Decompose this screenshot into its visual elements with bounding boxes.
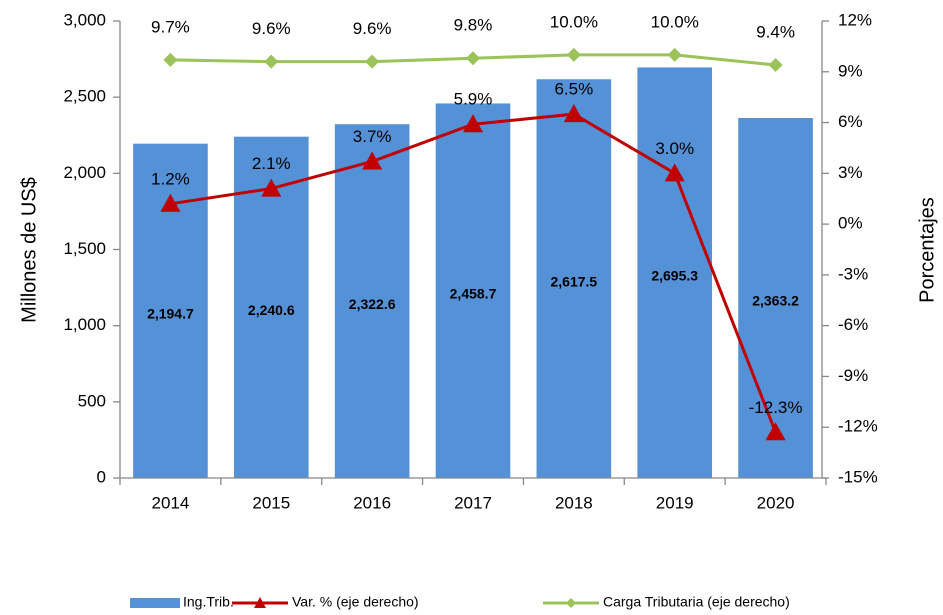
- point: [463, 114, 483, 133]
- y2-tick-label: -9%: [838, 366, 868, 385]
- y-tick-label: 3,000: [63, 10, 106, 29]
- bar-value-label: 2,322.6: [349, 296, 396, 312]
- x-tick-label: 2017: [454, 493, 492, 512]
- point: [768, 58, 783, 73]
- point: [563, 104, 584, 123]
- point-value-label: 9.4%: [756, 22, 795, 41]
- point: [365, 54, 380, 69]
- y-tick-label: 1,500: [63, 239, 106, 258]
- y2-tick-label: 12%: [838, 10, 872, 29]
- x-tick-label: 2015: [252, 493, 290, 512]
- bar: [738, 118, 813, 479]
- y-tick-label: 0: [97, 467, 106, 486]
- bar-value-label: 2,240.6: [248, 302, 295, 318]
- legend-label: Var. % (eje derecho): [292, 594, 419, 610]
- point-value-label: 9.8%: [454, 16, 493, 35]
- y2-tick-label: -15%: [838, 467, 878, 486]
- y2-tick-label: -12%: [838, 417, 878, 436]
- x-tick-label: 2018: [555, 493, 593, 512]
- y2-axis-title: Porcentajes: [916, 197, 938, 303]
- legend-marker: [254, 597, 266, 608]
- legend-marker: [566, 598, 576, 608]
- point: [466, 51, 480, 66]
- point: [566, 47, 581, 62]
- point-value-label: 6.5%: [554, 80, 593, 99]
- bar: [435, 103, 511, 478]
- point-value-label: 3.7%: [353, 127, 392, 146]
- point-value-label: 9.6%: [353, 19, 392, 38]
- y2-tick-label: 9%: [838, 61, 863, 80]
- point-value-label: 1.2%: [151, 169, 190, 188]
- point-value-label: 10.0%: [550, 12, 598, 31]
- point: [664, 163, 685, 182]
- point: [667, 47, 682, 62]
- point: [163, 52, 178, 67]
- x-tick-label: 2014: [152, 493, 190, 512]
- point-value-label: 2.1%: [252, 154, 291, 173]
- point-value-label: -12.3%: [749, 398, 803, 417]
- x-tick-label: 2016: [353, 493, 391, 512]
- y2-tick-label: 3%: [838, 163, 863, 182]
- point: [362, 151, 383, 170]
- point: [765, 422, 786, 441]
- legend-swatch: [130, 598, 180, 608]
- legend-label: Carga Tributaria (eje derecho): [603, 594, 790, 610]
- bar-value-label: 2,194.7: [147, 306, 194, 322]
- point: [264, 54, 279, 69]
- x-tick-label: 2020: [757, 493, 795, 512]
- bar-value-label: 2,695.3: [651, 267, 698, 283]
- y2-tick-label: -6%: [838, 315, 868, 334]
- y-axis-title: Millones de US$: [18, 177, 40, 323]
- point-value-label: 5.9%: [454, 90, 493, 109]
- y-tick-label: 1,000: [63, 315, 106, 334]
- bar-value-label: 2,458.7: [450, 285, 497, 301]
- legend-label: Ing.Trib.: [183, 594, 234, 610]
- x-tick-label: 2019: [656, 493, 694, 512]
- y2-tick-label: -3%: [838, 264, 868, 283]
- bar: [536, 79, 612, 478]
- bar: [334, 124, 410, 478]
- y2-tick-label: 0%: [838, 214, 863, 233]
- point-value-label: 9.6%: [252, 19, 291, 38]
- point-value-label: 9.7%: [151, 17, 190, 36]
- point: [160, 193, 181, 212]
- y-tick-label: 2,000: [63, 163, 106, 182]
- y-tick-label: 2,500: [63, 87, 106, 106]
- y2-tick-label: 6%: [838, 112, 863, 131]
- y-tick-label: 500: [78, 391, 106, 410]
- point: [261, 178, 282, 197]
- bar: [637, 67, 713, 479]
- point-value-label: 3.0%: [655, 139, 694, 158]
- point-value-label: 10.0%: [651, 12, 699, 31]
- bar-value-label: 2,617.5: [550, 273, 597, 289]
- bar-value-label: 2,363.2: [752, 293, 799, 309]
